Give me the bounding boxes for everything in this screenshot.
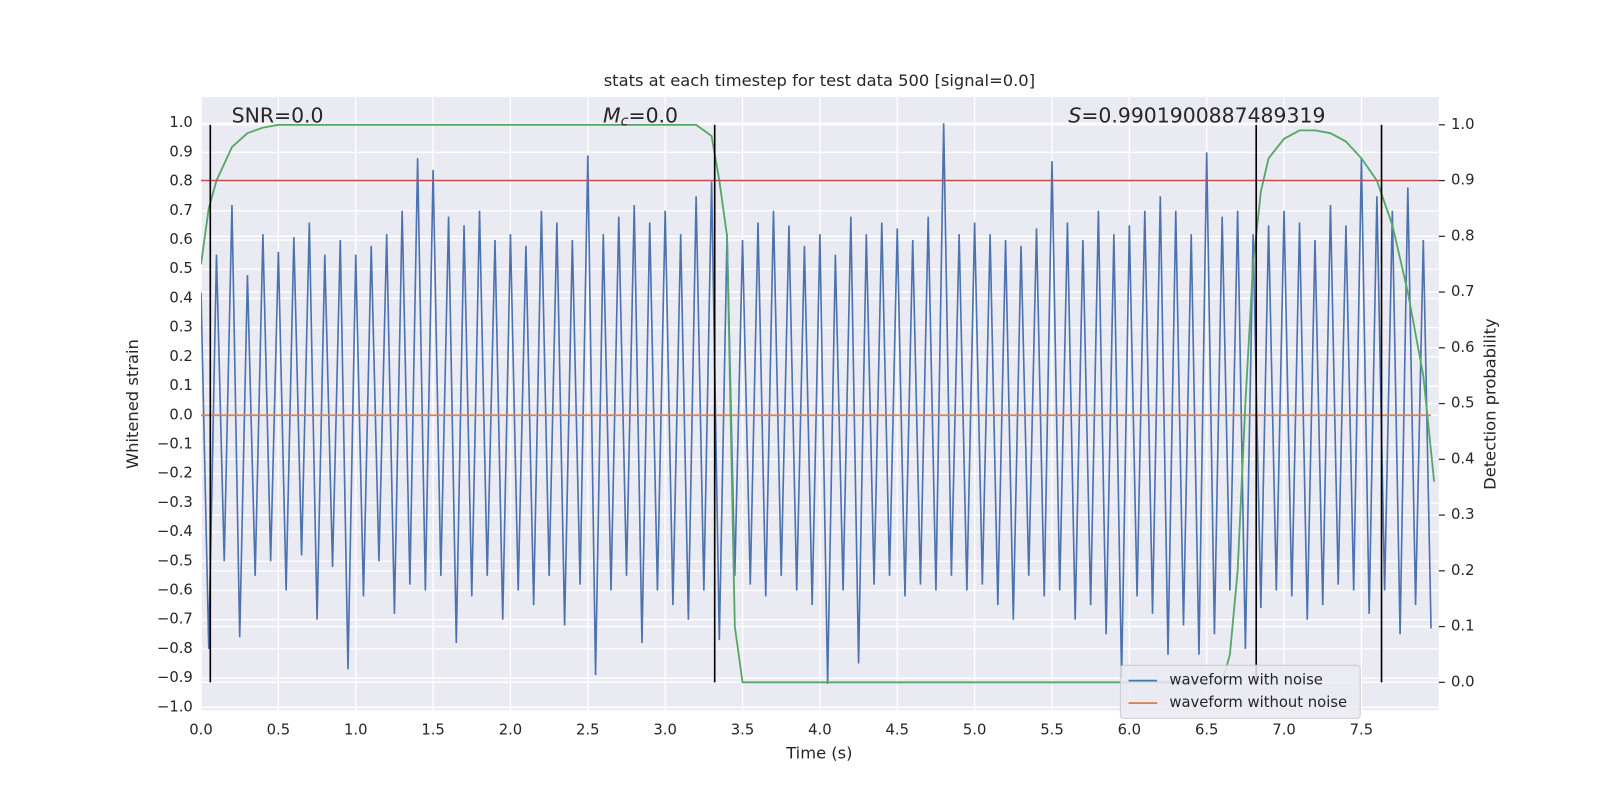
x-tick-label: 3.0 — [653, 722, 677, 739]
series-line — [201, 123, 1432, 684]
annotation-subscript: c — [621, 113, 629, 129]
x-tick-label: 5.5 — [1040, 722, 1064, 739]
y2-tick-label: 0.3 — [1451, 506, 1475, 523]
y-tick-label: −0.9 — [157, 669, 193, 686]
y-tick-label: 0.8 — [169, 173, 193, 190]
y-tick-label: 0.0 — [169, 406, 193, 423]
annotation-symbol: M — [603, 103, 621, 127]
y-tick-label: 0.9 — [169, 143, 193, 160]
series-line — [201, 123, 1436, 684]
x-tick-label: 5.0 — [963, 722, 987, 739]
x-tick-label: 2.5 — [576, 722, 600, 739]
y-tick-label: −0.4 — [157, 523, 193, 540]
y-tick-label: −0.7 — [157, 611, 193, 628]
x-tick-label: 2.0 — [499, 722, 523, 739]
annotation-symbol: S — [1068, 103, 1081, 127]
y-tick-label: 0.5 — [169, 260, 193, 277]
y2-tick-label: 1.0 — [1451, 116, 1475, 133]
y2-tick-label: 0.7 — [1451, 283, 1475, 300]
y-tick-label: 0.3 — [169, 319, 193, 336]
x-tick-label: 4.0 — [808, 722, 832, 739]
annotation: SNR=0.0 — [232, 103, 324, 127]
y-tick-label: −0.1 — [157, 435, 193, 452]
x-tick-label: 4.5 — [885, 722, 909, 739]
y2-tick-label: 0.1 — [1451, 618, 1475, 635]
labels: 0.0 0.5 1.0 1.5 2.0 2.5 3.0 3.5 4.0 4.5 5.0 5.5 6.0 6… — [157, 103, 1475, 738]
y-tick-label: 1.0 — [169, 114, 193, 131]
y2-tick-label: 0.0 — [1451, 673, 1475, 690]
x-tick-label: 7.0 — [1272, 722, 1296, 739]
x-tick-label: 7.5 — [1350, 722, 1374, 739]
y-tick-label: −0.5 — [157, 552, 193, 569]
y2-tick-label: 0.5 — [1451, 395, 1475, 412]
x-tick-label: 1.0 — [344, 722, 368, 739]
y-tick-label: −0.6 — [157, 581, 193, 598]
x-tick-label: 1.5 — [421, 722, 445, 739]
y-tick-label: −0.2 — [157, 465, 193, 482]
y-tick-label: 0.1 — [169, 377, 193, 394]
y2-tick-label: 0.8 — [1451, 227, 1475, 244]
y-tick-label: 0.6 — [169, 231, 193, 248]
annotation: S=0.9901900887489319 — [1068, 103, 1325, 127]
y2-tick-label: 0.4 — [1451, 450, 1475, 467]
y-tick-label: −0.8 — [157, 640, 193, 657]
annotation-text: =0.0 — [628, 103, 678, 127]
y-tick-label: 0.2 — [169, 348, 193, 365]
y2-axis-label: Detection probability — [1480, 318, 1499, 490]
legend-box — [1119, 664, 1361, 719]
y2-tick-label: 0.2 — [1451, 562, 1475, 579]
x-tick-label: 6.0 — [1118, 722, 1142, 739]
y2-tick-label: 0.9 — [1451, 172, 1475, 189]
annotation-text: SNR=0.0 — [232, 103, 324, 127]
legend-label: waveform without noise — [1169, 694, 1347, 711]
annotation-text: =0.9901900887489319 — [1081, 103, 1325, 127]
x-tick-label: 0.5 — [267, 722, 291, 739]
x-tick-label: 6.5 — [1195, 722, 1219, 739]
chart-title: stats at each timestep for test data 500… — [604, 71, 1035, 90]
legend-label: waveform with noise — [1169, 672, 1323, 689]
y-tick-label: 0.7 — [169, 202, 193, 219]
x-tick-label: 3.5 — [731, 722, 755, 739]
y-axis-label: Whitened strain — [123, 339, 142, 469]
x-tick-label: 0.0 — [189, 722, 213, 739]
y2-tick-label: 0.6 — [1451, 339, 1475, 356]
annotation: Mc=0.0 — [603, 103, 678, 129]
y-tick-label: −1.0 — [157, 698, 193, 715]
x-axis-label: Time (s) — [785, 744, 852, 763]
y-tick-label: 0.4 — [169, 289, 193, 306]
marks — [201, 123, 1439, 684]
y-tick-label: −0.3 — [157, 494, 193, 511]
